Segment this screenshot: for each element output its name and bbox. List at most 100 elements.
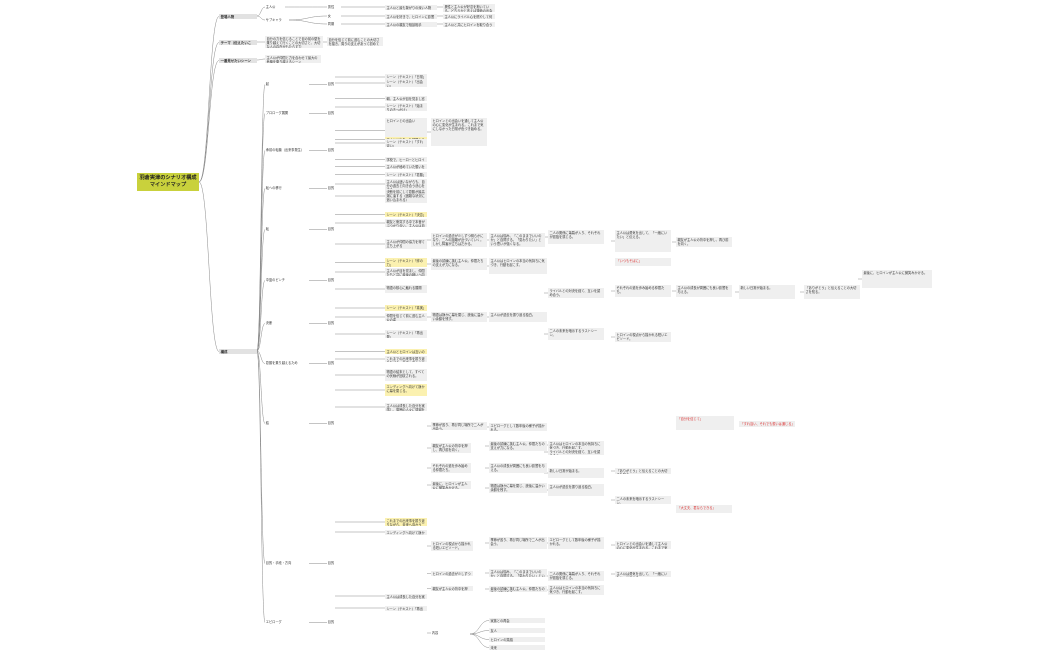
detail-node[interactable]: ヒロインの視点から描かれる短いエピソード。 — [431, 541, 473, 551]
character-node[interactable]: サブキャラ — [265, 18, 282, 22]
detail-node[interactable]: 主人公は悩み、「このままでいいのか」と自問する。「変わりたい」という思いが強くな… — [489, 569, 547, 577]
script-node[interactable]: シーン（テキスト）「出会い」 — [385, 79, 427, 87]
script-node[interactable]: シーン（テキスト）「再出発」 — [385, 330, 427, 338]
detail-node[interactable]: それぞれの道を歩み始める仲間たち。 — [615, 285, 671, 297]
text-node[interactable]: 主人公を好きで、ヒロインに影響を与える女性 — [385, 14, 437, 19]
epilogue-node[interactable]: 友人 — [489, 628, 545, 633]
text-node[interactable]: 主人公と最も繋がりの深い人物 — [385, 5, 437, 10]
script-node[interactable]: シーン（テキスト）「絆の力」 — [385, 258, 427, 267]
act-label[interactable]: 目的 — [327, 421, 335, 426]
detail-node[interactable]: 主人公はヒロインの本当の気持ちに気づき、行動を起こす。 — [548, 441, 604, 449]
epilogue-node[interactable]: 未来 — [489, 645, 545, 650]
act-node[interactable]: 葛藤を乗り越えるため — [265, 361, 298, 366]
text-node[interactable]: 異性と主人公が好意を抱いている。どちらかと言えば運命の出会い — [443, 4, 495, 12]
act-label[interactable]: 目的 — [327, 561, 335, 566]
detail-node[interactable]: 主人公の成長が周囲にも良い影響を与える。 — [676, 285, 732, 297]
script-node[interactable]: 主人公が秘めていた想いを告白する — [385, 164, 427, 169]
dialogue-node[interactable]: 「すれ違い、それでも想いは通じる」 — [739, 421, 795, 427]
script-node[interactable]: エンディングへ向けて静かに幕を閉じる。 — [385, 384, 427, 396]
act-node[interactable]: 目的・手段・方向 — [265, 561, 292, 566]
script-node[interactable]: シーン（テキスト）「葛藤」 — [385, 172, 427, 177]
script-node[interactable]: シーン（テキスト）「始まりのきっかけ」 — [385, 103, 427, 111]
detail-node[interactable]: 親友が主人公の背中を押し、再び前を向く。 — [676, 237, 732, 247]
script-node[interactable]: 主人公が仲間の協力を得て立ち上がる — [385, 239, 427, 249]
detail-node[interactable]: エピローグとして数年後の様子が描かれる。 — [548, 537, 604, 549]
act-label[interactable]: 目的 — [327, 186, 335, 191]
detail-node[interactable]: 「ありがとう」と伝えることの大切さを知る。 — [804, 285, 860, 299]
detail-node[interactable]: エピローグとして数年後の様子が描かれる。 — [489, 423, 547, 431]
script-node[interactable]: 決断を前にして葛藤が最高潮に達する（困難な状況に追い込まれる） — [385, 189, 427, 203]
act-node[interactable]: エピローグ — [265, 620, 282, 625]
script-node[interactable]: シーン（テキスト）「すれ違い」 — [385, 139, 427, 147]
script-node[interactable]: シーン（テキスト）「再出発」 — [385, 606, 427, 611]
leaf-node[interactable]: 同期 — [327, 22, 335, 26]
script-node[interactable]: これまでの出来事を振り返りながら、未来へ向かう二人。 — [385, 518, 427, 526]
leaf-node[interactable]: 女 — [327, 14, 331, 18]
main-branch[interactable]: 登場人物 — [219, 14, 257, 19]
detail-node[interactable]: それぞれの道を歩み始める仲間たち。 — [431, 463, 471, 473]
detail-node[interactable]: 最後の試練に挑む主人公。仲間たちの支えが力になる。 — [489, 586, 547, 592]
act-node[interactable]: 決断 — [265, 321, 273, 326]
detail-node[interactable]: 親友が主人公の背中を押し、再び前を向く。 — [431, 443, 471, 453]
detail-node[interactable]: 二人の未来を暗示するラストシーン。 — [548, 328, 604, 340]
detail-node[interactable]: 物語は静かに幕を閉じ、読後に温かい余韻を残す。 — [431, 312, 487, 322]
act-node[interactable]: プロローグ展開 — [265, 111, 289, 116]
script-node[interactable]: 主人公が目を覚まし、仲間たちと共に最後の戦いへ向かう。そこで待ち受けていたのは予… — [385, 268, 427, 276]
detail-node[interactable]: 最後の試練に挑む主人公。仲間たちの支えが力になる。 — [489, 441, 547, 451]
text-node[interactable]: 自分の力を信じることで目の前の壁を乗り越えて行くことの大切さと、大切な人の存在が… — [265, 36, 323, 48]
detail-node[interactable]: 主人公は勇気を出して、「一緒にいたい」と伝える。 — [615, 230, 671, 252]
text-node[interactable]: 主人公と共にヒロインを取り合うが、最後は身を引いて応援する — [443, 22, 495, 27]
detail-node[interactable]: 季節が巡り、再び同じ場所で二人が出会う。 — [431, 422, 487, 430]
script-node[interactable]: シーン（テキスト）「真実」 — [385, 305, 427, 311]
script-node[interactable]: 物語の核心に触れる展開 — [385, 285, 427, 293]
detail-node[interactable]: 物語は静かに幕を閉じ、読後に温かい余韻を残す。 — [489, 483, 547, 493]
detail-node[interactable]: 主人公は勇気を出して、「一緒にいたい」と伝える。 — [615, 571, 671, 577]
script-node[interactable]: 朝、主人公が目を覚まし窓を開けると、見慣れた景色が広がっている。いつも通りの朝、… — [385, 96, 427, 101]
detail-node[interactable]: 主人公が過去を振り返る独白。 — [489, 312, 547, 322]
detail-node[interactable]: 主人公はヒロインの本当の気持ちに気づき、行動を起こす。 — [489, 258, 547, 274]
detail-node[interactable]: ライバルとの対決を経て、互いを認め合う。 — [548, 288, 604, 298]
act-label[interactable]: 目的 — [327, 321, 335, 326]
detail-node[interactable]: 最後の試練に挑む主人公。仲間たちの支えが力になる。 — [431, 258, 487, 270]
text-node[interactable]: 主人公の親友で相談相手 — [385, 22, 437, 27]
script-node[interactable]: 学校で、ヒーローとヒロインが会話をする中で、お互いの気持ちにまだ気づいていない。… — [385, 157, 427, 162]
act-node[interactable]: 転への移行 — [265, 186, 282, 191]
detail-node[interactable]: ヒロインの視点から描かれる短いエピソード。 — [615, 332, 671, 342]
script-node[interactable]: 物語の結末として、すべての伏線が回収される。 — [385, 369, 427, 381]
detail-node[interactable]: ヒロインとの出会いを通して主人公の心に変化が生まれる。これまで気にしなかった日常… — [431, 118, 487, 146]
epilogue-node[interactable]: 家族との再会 — [489, 618, 545, 623]
script-node[interactable]: 主人公とヒロインは互いの想いを確かめ合い、新たな一歩を踏み出す。 — [385, 349, 427, 354]
script-node[interactable]: シーン（テキスト）「決意」 — [385, 212, 427, 217]
detail-node[interactable]: 主人公の成長が周囲にも良い影響を与える。 — [489, 463, 547, 473]
act-label[interactable]: 目的 — [327, 227, 335, 232]
act-node[interactable]: 転 — [265, 227, 269, 232]
act-node[interactable]: 起 — [265, 82, 269, 87]
main-branch[interactable]: 構成 — [219, 349, 257, 354]
detail-node[interactable]: 最後に、ヒロインが主人公に微笑みかける。 — [862, 270, 932, 288]
detail-node[interactable]: 主人公が過去を振り返る独白。 — [548, 484, 604, 496]
act-label[interactable]: 目的 — [327, 111, 335, 116]
script-node[interactable]: 親友と衝突する中で本音がぶつかり合い、主人公は自分の弱さを認める。 — [385, 219, 427, 227]
act-node[interactable]: 結 — [265, 421, 269, 426]
act-label[interactable]: 目的 — [327, 361, 335, 366]
script-node[interactable]: これまでの出来事を振り返りながら、未来へ向かう二人。 — [385, 356, 427, 362]
detail-node[interactable]: 主人公はヒロインの本当の気持ちに気づき、行動を起こす。 — [548, 585, 604, 595]
detail-node[interactable]: 最後に、ヒロインが主人公に微笑みかける。 — [431, 481, 471, 489]
act-label[interactable]: 目的 — [327, 278, 335, 283]
detail-node[interactable]: 親友が主人公の背中を押し、再び前を向く。 — [431, 586, 473, 591]
detail-node[interactable]: ヒロインとの出会いを通して主人公の心に変化が生まれる。これまで気にしなかった日常… — [615, 541, 671, 549]
text-node[interactable]: 主人公にライバル心を燃やして何かと張り合ってくる — [443, 14, 495, 19]
act-label[interactable]: 内容 — [431, 631, 439, 636]
detail-node[interactable]: 季節が巡り、再び同じ場所で二人が出会う。 — [489, 537, 547, 549]
act-label[interactable]: 目的 — [327, 620, 335, 625]
text-node[interactable]: 自分を信じて前に進むことの大切さを描き、周りの支えがあって初めて乗り越えられる — [327, 37, 383, 46]
detail-node[interactable]: 二人の関係に亀裂が入り、それぞれが孤独を感じる。 — [548, 230, 604, 244]
text-node[interactable]: 主人公が仲間と力を合わせて最大の危機を乗り越えるシーン — [265, 55, 321, 63]
detail-node[interactable]: ヒロインの過去が少しずつ明らかになり、二人の距離が近づいていく。しかし障害が立ち… — [431, 233, 487, 247]
detail-node[interactable]: 二人の未来を暗示するラストシーン。 — [615, 496, 671, 504]
act-label[interactable]: 目的 — [327, 82, 335, 87]
script-node[interactable]: 主人公は成長した自分を実感し、周囲の人々に感謝を伝える。 — [385, 594, 427, 599]
dialogue-node[interactable]: 「自分を信じて」 — [676, 416, 734, 430]
detail-node[interactable]: ライバルとの対決を経て、互いを認め合う。 — [548, 449, 604, 455]
detail-node[interactable]: 新しい日常が始まる。 — [548, 468, 604, 478]
